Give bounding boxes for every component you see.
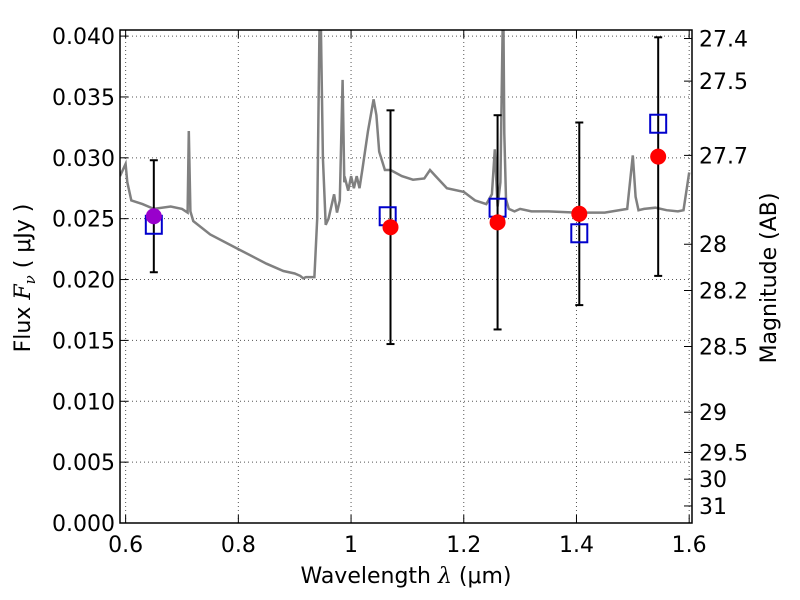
- observed-flux-point: [489, 214, 506, 231]
- y2-tick-label: 28.5: [699, 335, 748, 360]
- y-tick-label: 0.040: [52, 25, 115, 50]
- x-tick-label: 1.4: [559, 533, 594, 558]
- grid-lines: [120, 30, 692, 524]
- y-tick-label: 0.015: [52, 329, 115, 354]
- y2-tick-label: 29.5: [699, 441, 748, 466]
- error-bars: [149, 36, 663, 346]
- x-axis-ticks: 0.6 0.8 1 1.2 1.4 1.6: [108, 30, 707, 558]
- x-tick-label: 0.8: [221, 533, 256, 558]
- y2-tick-label: 29: [699, 401, 727, 426]
- x-axis-label: Wavelength λ (μm): [300, 564, 511, 589]
- y-axis-ticks: 0.000 0.005 0.010 0.015 0.020 0.025 0.030 0.035…: [52, 25, 128, 537]
- y2-axis-label: Magnitude (AB): [757, 193, 782, 364]
- y-tick-label: 0.035: [52, 86, 115, 111]
- y2-tick-label: 27.5: [699, 70, 748, 95]
- observed-flux-point: [382, 219, 399, 236]
- y2-tick-label: 27.4: [699, 28, 748, 53]
- observed-flux-point: [145, 208, 162, 225]
- y2-tick-label: 31: [699, 495, 727, 520]
- y-tick-label: 0.010: [52, 390, 115, 415]
- observed-flux-points: [145, 148, 667, 236]
- x-tick-label: 1.6: [672, 533, 707, 558]
- observed-flux-point: [571, 205, 588, 222]
- y-axis-label: Flux Fν ( μJy ): [11, 204, 39, 353]
- template-spectrum-line: [120, 30, 691, 280]
- y-tick-label: 0.020: [52, 269, 115, 294]
- x-tick-label: 0.6: [108, 533, 143, 558]
- y2-tick-label: 28.2: [699, 279, 748, 304]
- x-tick-label: 1.2: [446, 533, 481, 558]
- y-tick-label: 0.005: [52, 451, 115, 476]
- y2-tick-label: 28: [699, 233, 727, 258]
- y-tick-label: 0.000: [52, 512, 115, 537]
- y-tick-label: 0.025: [52, 208, 115, 233]
- y-tick-label: 0.030: [52, 147, 115, 172]
- model-flux-box: [649, 113, 668, 134]
- y2-tick-label: 27.7: [699, 144, 748, 169]
- y2-tick-label: 30: [699, 468, 727, 493]
- observed-flux-point: [650, 148, 667, 165]
- model-flux-box: [570, 223, 589, 244]
- x-tick-label: 1: [344, 533, 358, 558]
- plot-frame: [119, 29, 693, 524]
